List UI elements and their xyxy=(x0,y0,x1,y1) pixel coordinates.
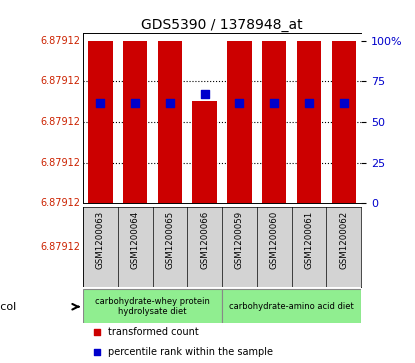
Bar xyxy=(262,41,286,203)
Point xyxy=(97,99,104,105)
Bar xyxy=(332,41,356,203)
Text: 6.87912: 6.87912 xyxy=(40,77,80,86)
Text: GSM1200061: GSM1200061 xyxy=(305,211,313,269)
Bar xyxy=(193,101,217,203)
Title: GDS5390 / 1378948_at: GDS5390 / 1378948_at xyxy=(141,18,303,32)
Text: GSM1200063: GSM1200063 xyxy=(96,211,105,269)
Text: GSM1200066: GSM1200066 xyxy=(200,211,209,269)
Bar xyxy=(297,41,321,203)
Text: GSM1200062: GSM1200062 xyxy=(339,211,348,269)
Bar xyxy=(227,41,251,203)
Text: GSM1200059: GSM1200059 xyxy=(235,211,244,269)
Bar xyxy=(158,41,182,203)
Point xyxy=(166,99,173,105)
Text: 6.87912: 6.87912 xyxy=(40,198,80,208)
Text: GSM1200064: GSM1200064 xyxy=(131,211,139,269)
Text: percentile rank within the sample: percentile rank within the sample xyxy=(108,347,273,357)
Text: carbohydrate-whey protein
hydrolysate diet: carbohydrate-whey protein hydrolysate di… xyxy=(95,297,210,317)
Point xyxy=(94,349,100,355)
Bar xyxy=(123,41,147,203)
Text: GSM1200065: GSM1200065 xyxy=(166,211,174,269)
Text: GSM1200060: GSM1200060 xyxy=(270,211,278,269)
Point xyxy=(340,99,347,105)
Point xyxy=(271,99,278,105)
Point xyxy=(236,99,243,105)
Point xyxy=(132,99,139,105)
Text: 6.87912: 6.87912 xyxy=(40,242,80,252)
Bar xyxy=(88,41,112,203)
Text: carbohydrate-amino acid diet: carbohydrate-amino acid diet xyxy=(229,302,354,311)
Bar xyxy=(222,289,361,325)
Bar xyxy=(83,289,222,325)
Text: 6.87912: 6.87912 xyxy=(40,36,80,46)
Point xyxy=(94,329,100,335)
Point xyxy=(201,91,208,97)
Point xyxy=(305,99,312,105)
Text: protocol: protocol xyxy=(0,302,17,312)
Text: transformed count: transformed count xyxy=(108,327,199,337)
Text: 6.87912: 6.87912 xyxy=(40,158,80,168)
Text: 6.87912: 6.87912 xyxy=(40,117,80,127)
